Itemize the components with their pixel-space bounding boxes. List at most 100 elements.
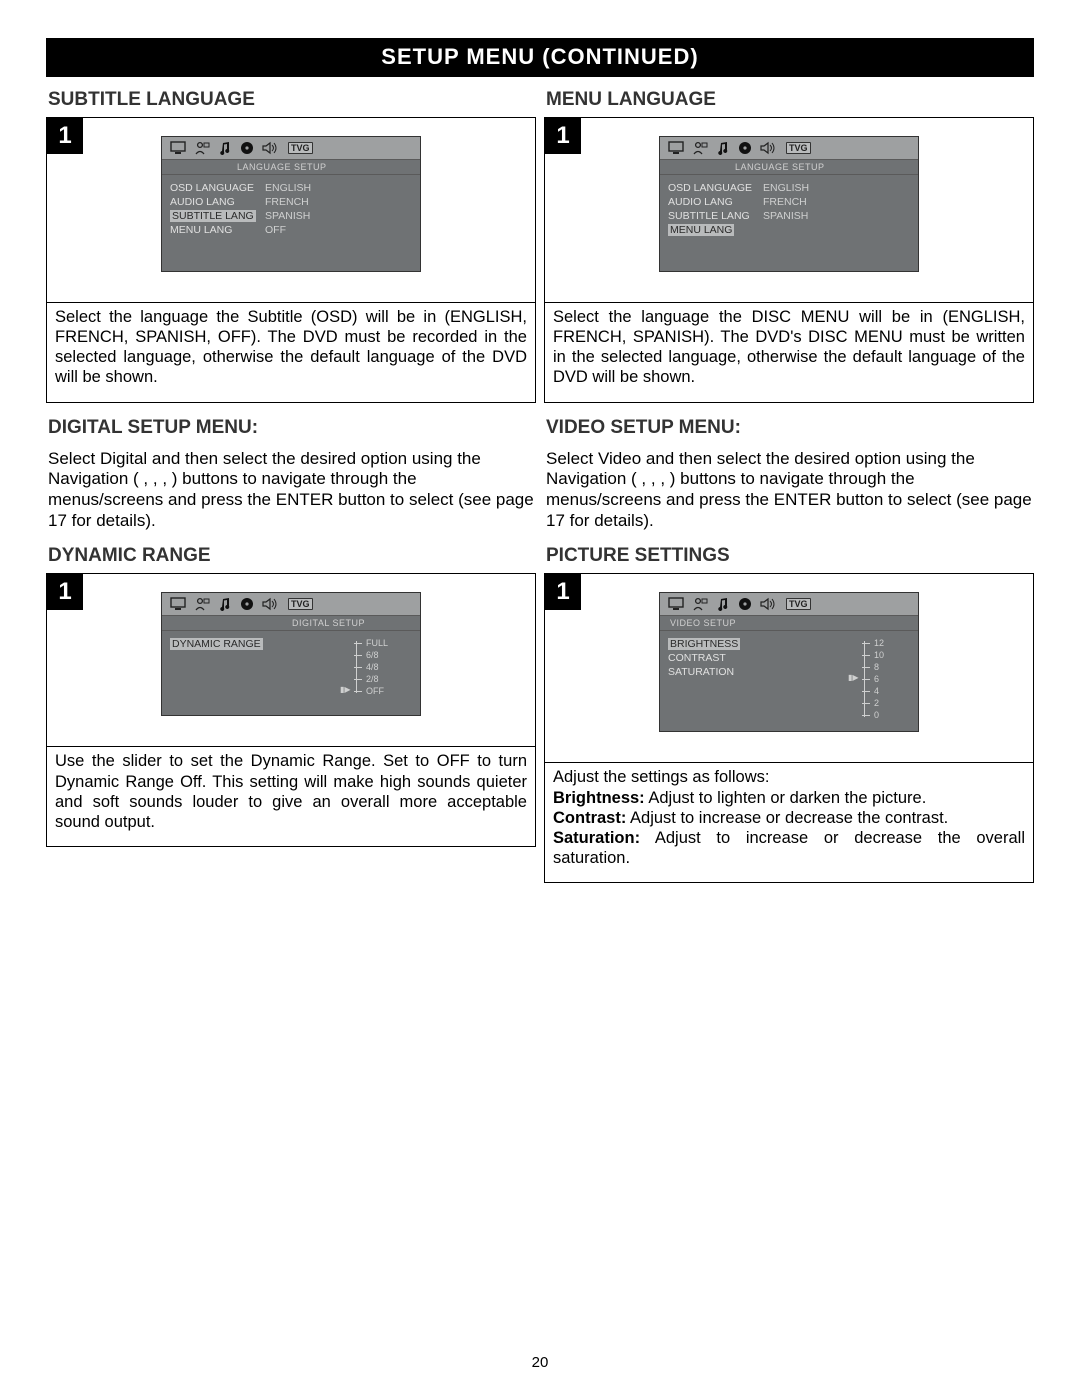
disc-icon [738, 141, 752, 155]
osd-item: OSD LANGUAGE [668, 181, 763, 195]
slider-tick: 6 [862, 673, 884, 685]
tvg-badge: TVG [288, 598, 313, 610]
disc-icon [240, 597, 254, 611]
monitor-icon [668, 141, 684, 155]
osd-option: ENGLISH [763, 181, 833, 195]
bullet-text: Adjust to increase or decrease the contr… [626, 809, 948, 827]
osd-body: OSD LANGUAGEENGLISH AUDIO LANGFRENCH SUB… [162, 175, 420, 271]
music-note-icon [218, 597, 232, 611]
osd-option: FRENCH [265, 195, 335, 209]
slider-tick: 0 [862, 709, 884, 721]
desc-subtitle-lang: Select the language the Subtitle (OSD) w… [47, 302, 535, 402]
section-subtitle-language: SUBTITLE LANGUAGE 1 TVG LANGUAGE SETUP O… [46, 89, 536, 403]
tvg-badge: TVG [786, 598, 811, 610]
person-icon [692, 597, 708, 611]
osd-slider: FULL 6/8 4/8 2/8 OFF ▮▶ [354, 637, 388, 697]
osd-slider: 12 10 8 6 4 2 0 ▮▶ [862, 637, 884, 721]
osd-wrap: TVG VIDEO SETUP BRIGHTNESS CONTRAST SATU… [545, 574, 1033, 762]
heading-subtitle-lang: SUBTITLE LANGUAGE [48, 89, 536, 111]
bullet-label: Saturation: [553, 829, 640, 847]
disc-icon [738, 597, 752, 611]
section-picture-settings: PICTURE SETTINGS 1 TVG VIDEO SETUP BRIGH… [544, 545, 1034, 883]
osd-iconbar: TVG [660, 137, 918, 160]
slider-knob-icon: ▮▶ [340, 685, 351, 694]
osd-item-selected: BRIGHTNESS [668, 637, 763, 651]
slider-tick: 6/8 [354, 649, 388, 661]
monitor-icon [170, 597, 186, 611]
osd-screen-menu-lang: TVG LANGUAGE SETUP OSD LANGUAGEENGLISH A… [659, 136, 919, 272]
osd-iconbar: TVG [162, 593, 420, 616]
heading-video-setup: VIDEO SETUP MENU: [546, 417, 1034, 439]
osd-setting-label: DYNAMIC RANGE [170, 637, 265, 651]
step-badge: 1 [545, 574, 581, 610]
osd-body: BRIGHTNESS CONTRAST SATURATION 12 10 8 6… [660, 631, 918, 731]
section-video-setup: VIDEO SETUP MENU: Select Video and then … [544, 417, 1034, 532]
bullet-text: Adjust to lighten or darken the picture. [645, 789, 927, 807]
monitor-icon [668, 597, 684, 611]
osd-wrap: TVG LANGUAGE SETUP OSD LANGUAGEENGLISH A… [545, 118, 1033, 302]
slider-tick: FULL [354, 637, 388, 649]
osd-tab-label: LANGUAGE SETUP [660, 160, 918, 175]
osd-item: AUDIO LANG [668, 195, 763, 209]
person-icon [194, 141, 210, 155]
osd-item: CONTRAST [668, 651, 763, 665]
speaker-icon [262, 141, 280, 155]
panel-dynamic-range: 1 TVG DIGITAL SETUP DYNAMIC RANGE [46, 573, 536, 847]
music-note-icon [218, 141, 232, 155]
disc-icon [240, 141, 254, 155]
slider-tick: 8 [862, 661, 884, 673]
tvg-badge: TVG [288, 142, 313, 154]
slider-tick: 10 [862, 649, 884, 661]
osd-option: OFF [265, 223, 335, 237]
music-note-icon [716, 597, 730, 611]
speaker-icon [760, 597, 778, 611]
slider-tick: 4 [862, 685, 884, 697]
osd-tab-label: DIGITAL SETUP [162, 616, 420, 631]
osd-option: ENGLISH [265, 181, 335, 195]
heading-digital-setup: DIGITAL SETUP MENU: [48, 417, 536, 439]
step-badge: 1 [545, 118, 581, 154]
osd-wrap: TVG LANGUAGE SETUP OSD LANGUAGEENGLISH A… [47, 118, 535, 302]
osd-screen-dynamic: TVG DIGITAL SETUP DYNAMIC RANGE FULL 6/8… [161, 592, 421, 716]
section-digital-setup: DIGITAL SETUP MENU: Select Digital and t… [46, 417, 536, 532]
person-icon [692, 141, 708, 155]
slider-tick: 12 [862, 637, 884, 649]
music-note-icon [716, 141, 730, 155]
panel-menu-lang: 1 TVG LANGUAGE SETUP OSD LANGUAGEENGLISH [544, 117, 1034, 403]
speaker-icon [262, 597, 280, 611]
osd-item: SATURATION [668, 665, 763, 679]
slider-tick: 2/8 [354, 673, 388, 685]
osd-item-selected: MENU LANG [668, 223, 763, 237]
osd-item: SUBTITLE LANG [668, 209, 763, 223]
desc-video-setup: Select Video and then select the desired… [544, 445, 1034, 532]
osd-option: FRENCH [763, 195, 833, 209]
bullet-label: Contrast: [553, 809, 626, 827]
section-menu-language: MENU LANGUAGE 1 TVG LANGUAGE SETUP OSD L… [544, 89, 1034, 403]
heading-picture: PICTURE SETTINGS [546, 545, 1034, 567]
page-title-bar: SETUP MENU (CONTINUED) [46, 38, 1034, 77]
slider-tick: OFF [354, 685, 388, 697]
osd-tab-label: VIDEO SETUP [660, 616, 918, 631]
content-grid: SUBTITLE LANGUAGE 1 TVG LANGUAGE SETUP O… [46, 89, 1034, 883]
page-number: 20 [0, 1354, 1080, 1371]
osd-item: MENU LANG [170, 223, 265, 237]
osd-option [763, 223, 833, 237]
osd-iconbar: TVG [162, 137, 420, 160]
step-badge: 1 [47, 574, 83, 610]
osd-item: AUDIO LANG [170, 195, 265, 209]
panel-picture: 1 TVG VIDEO SETUP BRIGHTNESS CONTRAST [544, 573, 1034, 883]
osd-body: OSD LANGUAGEENGLISH AUDIO LANGFRENCH SUB… [660, 175, 918, 271]
desc-digital-setup: Select Digital and then select the desir… [46, 445, 536, 532]
desc-picture: Adjust the settings as follows: Brightne… [545, 762, 1033, 882]
monitor-icon [170, 141, 186, 155]
panel-subtitle-lang: 1 TVG LANGUAGE SETUP OSD LANGUAGEENGLISH [46, 117, 536, 403]
section-dynamic-range: DYNAMIC RANGE 1 TVG DIGITAL SETUP DYNAMI… [46, 545, 536, 883]
desc-dynamic-range: Use the slider to set the Dynamic Range.… [47, 746, 535, 846]
osd-iconbar: TVG [660, 593, 918, 616]
osd-item-selected: SUBTITLE LANG [170, 209, 265, 223]
osd-screen-subtitle: TVG LANGUAGE SETUP OSD LANGUAGEENGLISH A… [161, 136, 421, 272]
speaker-icon [760, 141, 778, 155]
osd-item: OSD LANGUAGE [170, 181, 265, 195]
osd-wrap: TVG DIGITAL SETUP DYNAMIC RANGE FULL 6/8… [47, 574, 535, 746]
desc-menu-lang: Select the language the DISC MENU will b… [545, 302, 1033, 402]
